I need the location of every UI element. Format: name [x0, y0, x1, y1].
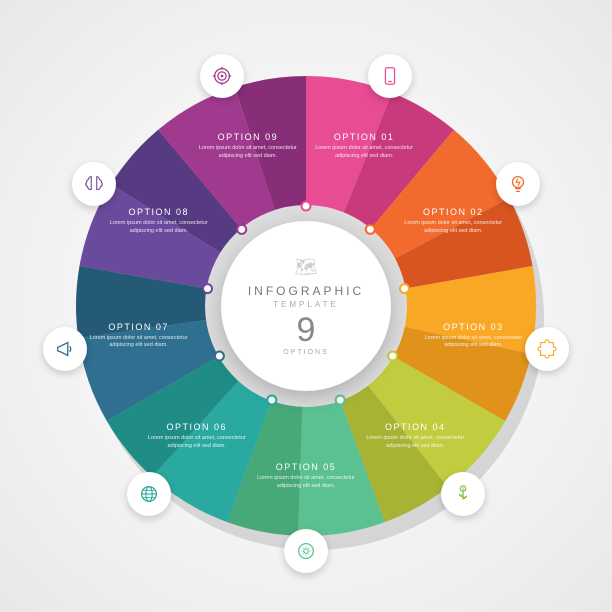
plant-icon: $	[441, 472, 485, 516]
center-unit: OPTIONS	[283, 349, 329, 356]
center-title: INFOGRAPHIC	[248, 284, 364, 298]
world-map-icon: 🗺	[295, 257, 318, 278]
target-icon	[200, 54, 244, 98]
phone-icon	[368, 54, 412, 98]
gearhead-icon	[284, 529, 328, 573]
center-hub: 🗺 INFOGRAPHIC TEMPLATE 9 OPTIONS	[221, 221, 391, 391]
brain-icon	[72, 162, 116, 206]
megaphone-icon	[43, 327, 87, 371]
globe-icon	[127, 472, 171, 516]
center-number: 9	[297, 313, 316, 347]
bulb-icon	[496, 162, 540, 206]
center-subtitle: TEMPLATE	[273, 300, 339, 309]
puzzle-icon	[525, 327, 569, 371]
